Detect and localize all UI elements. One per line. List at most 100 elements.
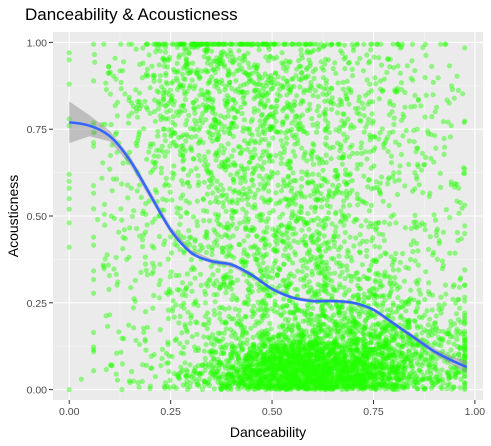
data-point — [297, 337, 303, 343]
data-point — [310, 378, 316, 384]
data-point — [389, 338, 395, 344]
data-point — [335, 358, 341, 364]
data-point — [344, 381, 350, 387]
data-point — [278, 355, 284, 361]
data-point — [350, 354, 356, 360]
data-point — [338, 373, 344, 379]
data-point — [287, 87, 293, 93]
data-point — [91, 234, 97, 240]
data-point — [199, 68, 205, 74]
data-point — [259, 217, 265, 223]
data-point — [358, 379, 364, 385]
data-point — [278, 359, 284, 365]
data-point — [320, 355, 326, 361]
data-point — [156, 62, 162, 68]
data-point — [291, 339, 297, 345]
data-point — [275, 376, 281, 382]
data-point — [339, 364, 345, 370]
data-point — [228, 386, 234, 392]
data-point — [230, 349, 236, 355]
data-point — [312, 353, 318, 359]
data-point — [220, 200, 226, 206]
data-point — [434, 104, 440, 110]
data-point — [355, 348, 361, 355]
data-point — [236, 381, 242, 387]
data-point — [316, 375, 322, 381]
data-point — [148, 365, 154, 371]
data-point — [369, 111, 375, 117]
data-point — [279, 353, 285, 359]
data-point — [157, 73, 163, 79]
data-point — [355, 161, 361, 168]
data-point — [285, 371, 292, 378]
data-point — [306, 382, 312, 388]
data-point — [250, 367, 256, 373]
data-point — [254, 369, 261, 375]
data-point — [197, 271, 204, 277]
data-point — [354, 60, 361, 66]
data-point — [242, 355, 248, 361]
data-point — [258, 367, 264, 373]
data-point — [275, 182, 281, 188]
data-point — [241, 366, 247, 372]
data-point — [374, 358, 380, 364]
data-point — [179, 280, 186, 286]
data-point — [347, 372, 353, 378]
data-point — [375, 220, 381, 226]
data-point — [250, 334, 256, 340]
data-point — [319, 384, 325, 390]
data-point — [314, 352, 320, 358]
data-point — [178, 109, 184, 115]
data-point — [250, 353, 256, 359]
data-point — [299, 227, 305, 233]
data-point — [261, 253, 268, 259]
data-point — [184, 378, 190, 384]
data-point — [133, 225, 140, 232]
data-point — [323, 371, 329, 377]
data-point — [365, 368, 371, 374]
data-point — [120, 68, 126, 74]
data-point — [152, 164, 158, 170]
data-point — [325, 383, 331, 389]
data-point — [445, 382, 451, 388]
data-point — [146, 52, 152, 58]
data-point — [375, 270, 381, 276]
data-point — [327, 351, 333, 357]
data-point — [320, 379, 326, 385]
data-point — [283, 384, 289, 390]
data-point — [366, 374, 372, 380]
data-point — [385, 346, 391, 352]
data-point — [290, 383, 296, 389]
data-point — [236, 382, 242, 388]
data-point — [362, 318, 368, 324]
data-point — [315, 377, 321, 383]
data-point — [301, 378, 307, 384]
data-point — [257, 376, 263, 382]
data-point — [243, 382, 249, 388]
data-point — [334, 335, 340, 341]
data-point — [316, 329, 322, 335]
data-point — [299, 343, 305, 349]
data-point — [307, 351, 314, 358]
data-point — [324, 240, 330, 246]
data-point — [342, 357, 349, 363]
data-point — [278, 351, 284, 357]
data-point — [195, 363, 201, 369]
data-point — [212, 229, 218, 235]
data-point — [335, 370, 341, 376]
data-point — [347, 364, 353, 370]
data-point — [287, 372, 293, 378]
data-point — [149, 365, 155, 371]
data-point — [336, 182, 342, 188]
data-point — [379, 376, 385, 382]
data-point — [376, 334, 382, 340]
data-point — [361, 378, 367, 384]
data-point — [324, 383, 330, 390]
data-point — [284, 370, 290, 376]
data-point — [162, 380, 168, 386]
data-point — [290, 309, 297, 315]
data-point — [329, 367, 335, 373]
data-point — [245, 363, 251, 370]
data-point — [142, 261, 148, 267]
data-point — [225, 113, 231, 119]
